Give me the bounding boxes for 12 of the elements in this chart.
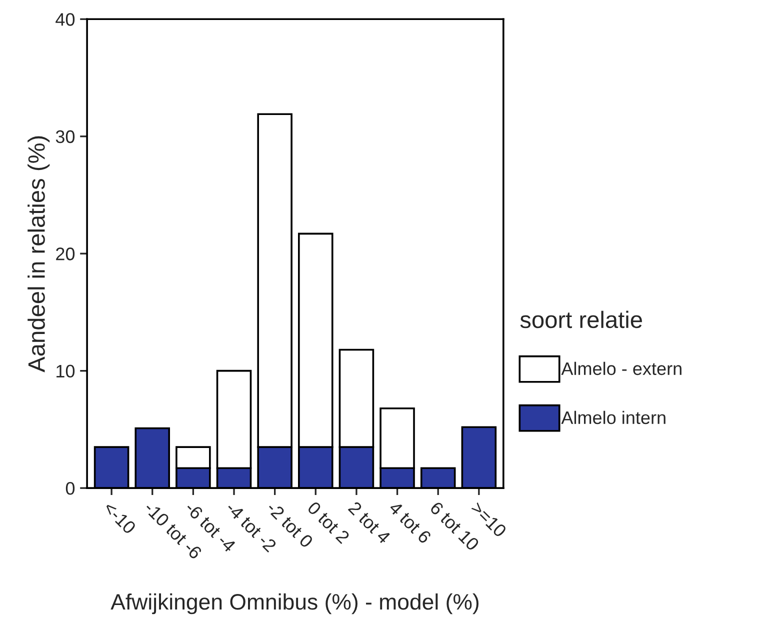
y-tick-label: 0: [66, 482, 75, 495]
y-tick-label: 20: [56, 248, 75, 260]
x-tick-label: 2 tot 4: [348, 500, 392, 544]
y-tick-label: 30: [56, 130, 75, 144]
legend-label: Almelo intern: [561, 410, 666, 424]
x-tick-label: <-10: [102, 500, 137, 535]
x-axis-title: Afwijkingen Omnibus (%) - model (%): [110, 593, 478, 614]
legend-title: soort relatie: [520, 310, 642, 328]
y-tick-label: 40: [56, 13, 75, 26]
y-tick-label: 10: [56, 364, 75, 378]
y-axis-title: Aandeel in relaties (%): [28, 136, 50, 372]
legend-label: Almelo - extern: [561, 362, 682, 376]
